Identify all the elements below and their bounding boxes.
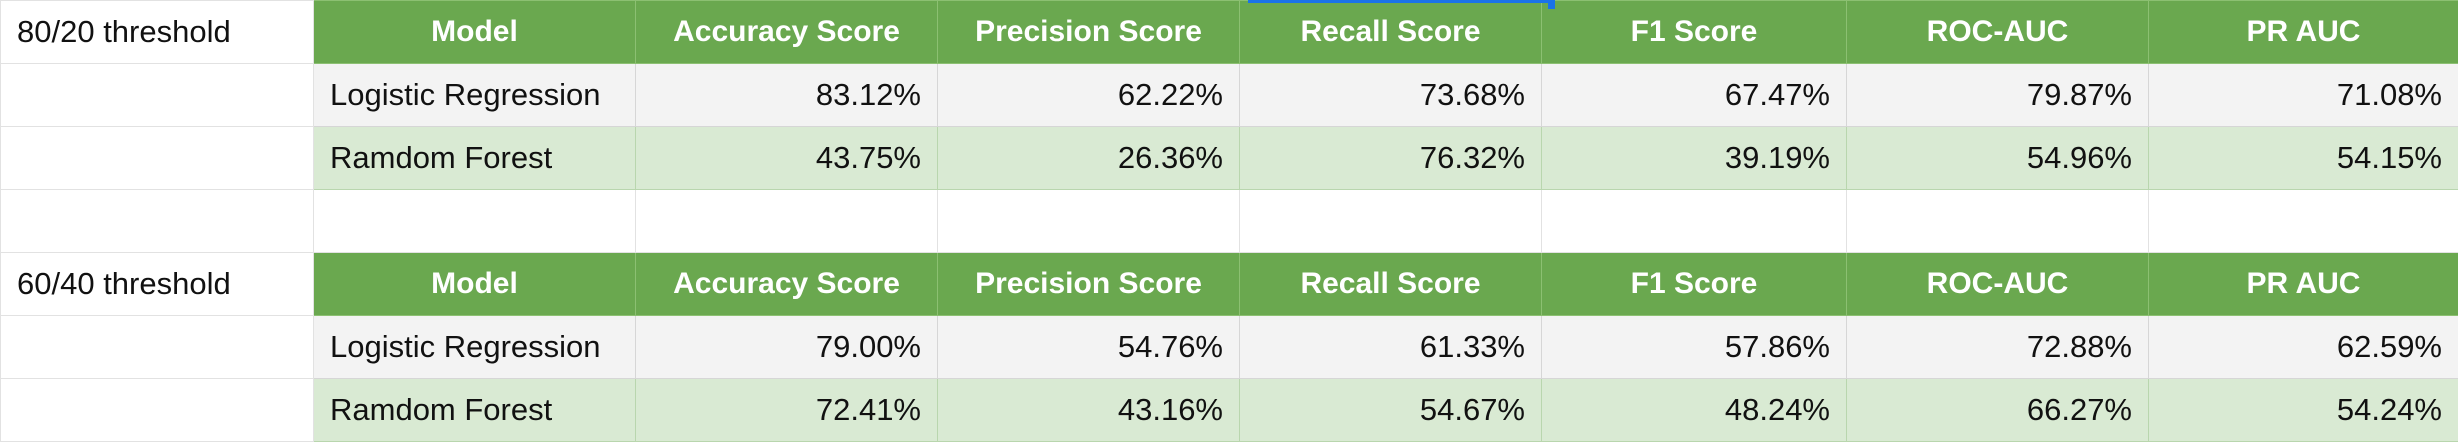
model-name-cell[interactable]: Logistic Regression [313,63,636,127]
header-recall[interactable]: Recall Score [1239,0,1542,64]
header-precision[interactable]: Precision Score [937,252,1240,316]
header-row: 80/20 threshold Model Accuracy Score Pre… [0,0,2458,64]
empty-cell[interactable] [1239,189,1542,253]
block-label-cell[interactable]: 80/20 threshold [0,0,314,64]
empty-cell[interactable] [0,189,314,253]
pr-auc-cell[interactable]: 62.59% [2148,315,2458,379]
empty-row [0,189,2458,253]
header-precision[interactable]: Precision Score [937,0,1240,64]
pr-auc-cell[interactable]: 54.15% [2148,126,2458,190]
block-label-cell[interactable]: 60/40 threshold [0,252,314,316]
empty-cell[interactable] [1846,189,2149,253]
header-accuracy[interactable]: Accuracy Score [635,0,938,64]
empty-cell[interactable] [0,126,314,190]
roc-auc-cell[interactable]: 54.96% [1846,126,2149,190]
empty-cell[interactable] [937,189,1240,253]
precision-cell[interactable]: 26.36% [937,126,1240,190]
f1-cell[interactable]: 39.19% [1541,126,1847,190]
header-roc-auc[interactable]: ROC-AUC [1846,0,2149,64]
header-recall[interactable]: Recall Score [1239,252,1542,316]
table-row: Ramdom Forest 43.75% 26.36% 76.32% 39.19… [0,126,2458,190]
empty-cell[interactable] [313,189,636,253]
roc-auc-cell[interactable]: 66.27% [1846,378,2149,442]
f1-cell[interactable]: 67.47% [1541,63,1847,127]
precision-cell[interactable]: 54.76% [937,315,1240,379]
model-name-cell[interactable]: Ramdom Forest [313,126,636,190]
recall-cell[interactable]: 76.32% [1239,126,1542,190]
model-name-cell[interactable]: Logistic Regression [313,315,636,379]
table-row: Logistic Regression 79.00% 54.76% 61.33%… [0,315,2458,379]
recall-cell[interactable]: 54.67% [1239,378,1542,442]
header-f1[interactable]: F1 Score [1541,0,1847,64]
accuracy-cell[interactable]: 43.75% [635,126,938,190]
selection-fill-handle[interactable] [1548,0,1555,9]
header-row: 60/40 threshold Model Accuracy Score Pre… [0,252,2458,316]
accuracy-cell[interactable]: 72.41% [635,378,938,442]
table-row: Logistic Regression 83.12% 62.22% 73.68%… [0,63,2458,127]
empty-cell[interactable] [635,189,938,253]
header-pr-auc[interactable]: PR AUC [2148,252,2458,316]
header-roc-auc[interactable]: ROC-AUC [1846,252,2149,316]
empty-cell[interactable] [0,378,314,442]
header-accuracy[interactable]: Accuracy Score [635,252,938,316]
f1-cell[interactable]: 57.86% [1541,315,1847,379]
recall-cell[interactable]: 73.68% [1239,63,1542,127]
precision-cell[interactable]: 43.16% [937,378,1240,442]
pr-auc-cell[interactable]: 71.08% [2148,63,2458,127]
header-model[interactable]: Model [313,0,636,64]
empty-cell[interactable] [0,315,314,379]
f1-cell[interactable]: 48.24% [1541,378,1847,442]
precision-cell[interactable]: 62.22% [937,63,1240,127]
empty-cell[interactable] [2148,189,2458,253]
model-name-cell[interactable]: Ramdom Forest [313,378,636,442]
roc-auc-cell[interactable]: 79.87% [1846,63,2149,127]
empty-cell[interactable] [0,63,314,127]
header-model[interactable]: Model [313,252,636,316]
empty-cell[interactable] [1541,189,1847,253]
accuracy-cell[interactable]: 83.12% [635,63,938,127]
recall-cell[interactable]: 61.33% [1239,315,1542,379]
pr-auc-cell[interactable]: 54.24% [2148,378,2458,442]
header-pr-auc[interactable]: PR AUC [2148,0,2458,64]
roc-auc-cell[interactable]: 72.88% [1846,315,2149,379]
table-row: Ramdom Forest 72.41% 43.16% 54.67% 48.24… [0,378,2458,442]
accuracy-cell[interactable]: 79.00% [635,315,938,379]
selection-border [1248,0,1552,3]
header-f1[interactable]: F1 Score [1541,252,1847,316]
